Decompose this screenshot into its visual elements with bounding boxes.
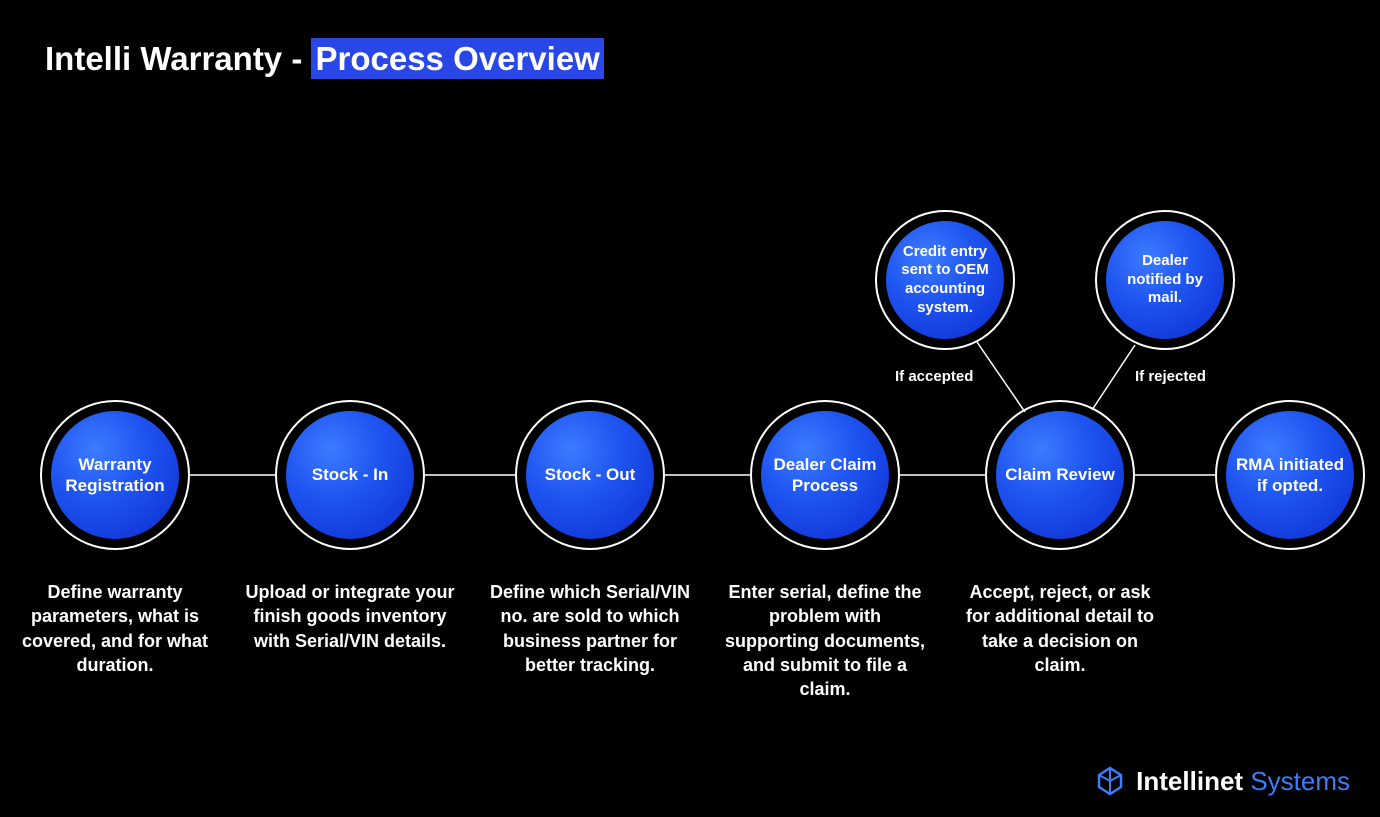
node-claim-review: Claim Review [985,400,1135,550]
node-label: Dealer notified by mail. [1106,221,1224,339]
title-prefix: Intelli Warranty - [45,40,311,77]
node-label: Stock - In [286,411,414,539]
node-credit-entry: Credit entry sent to OEM accounting syst… [875,210,1015,350]
node-label: Warranty Registration [51,411,179,539]
brand-logo-icon [1094,765,1126,797]
node-dealer-claim-process: Dealer Claim Process [750,400,900,550]
desc-stock-out: Define which Serial/VIN no. are sold to … [485,580,695,677]
brand-footer: Intellinet Systems [1094,765,1350,797]
node-label: RMA initiated if opted. [1226,411,1354,539]
edges-layer [0,0,1380,817]
edge [1092,345,1135,410]
node-dealer-notified: Dealer notified by mail. [1095,210,1235,350]
title-highlight: Process Overview [311,38,603,79]
node-stock-out: Stock - Out [515,400,665,550]
brand-name-light: Systems [1250,766,1350,796]
edge-label: If rejected [1135,368,1206,385]
node-label: Stock - Out [526,411,654,539]
node-warranty-registration: Warranty Registration [40,400,190,550]
page-title: Intelli Warranty - Process Overview [45,40,604,78]
node-label: Credit entry sent to OEM accounting syst… [886,221,1004,339]
brand-name-bold: Intellinet [1136,766,1243,796]
node-label: Dealer Claim Process [761,411,889,539]
desc-stock-in: Upload or integrate your finish goods in… [245,580,455,653]
desc-claim-review: Accept, reject, or ask for additional de… [955,580,1165,677]
desc-dealer-claim-process: Enter serial, define the problem with su… [720,580,930,701]
edge-label: If accepted [895,368,973,385]
node-stock-in: Stock - In [275,400,425,550]
desc-warranty-registration: Define warranty parameters, what is cove… [10,580,220,677]
edge [977,342,1025,412]
node-label: Claim Review [996,411,1124,539]
node-rma: RMA initiated if opted. [1215,400,1365,550]
